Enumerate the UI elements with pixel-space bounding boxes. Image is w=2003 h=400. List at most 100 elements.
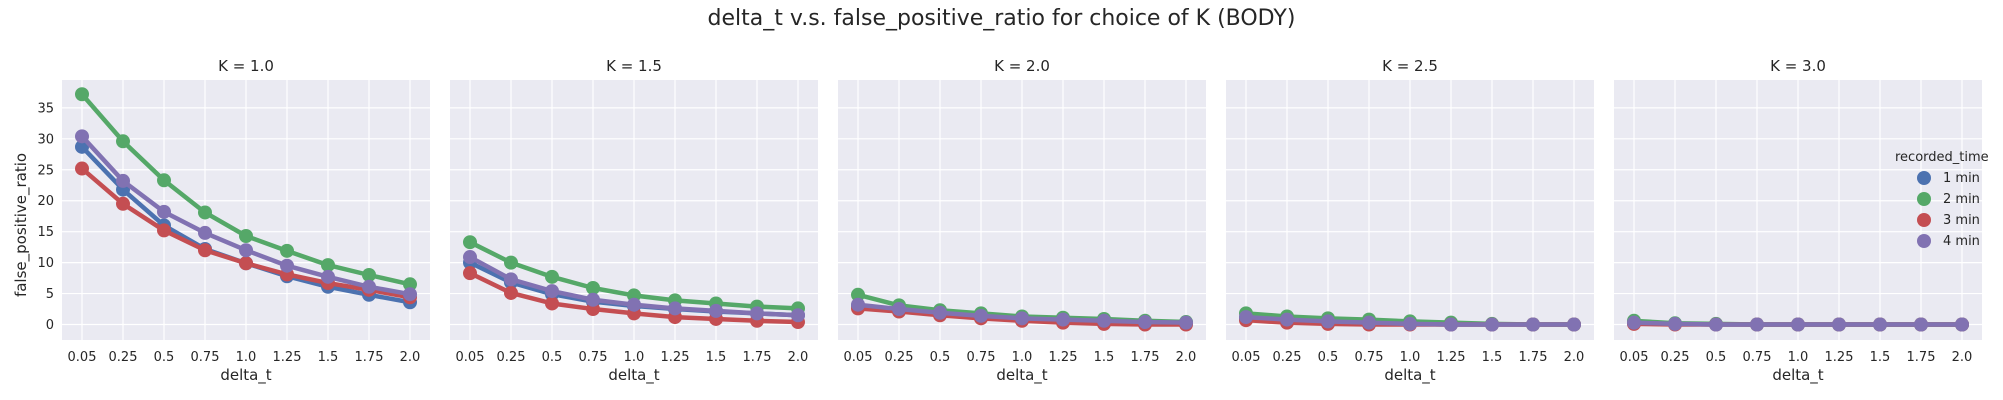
panel-title: K = 1.5 xyxy=(606,57,662,75)
data-point xyxy=(75,161,89,176)
data-point xyxy=(321,269,335,284)
x-axis-label: delta_t xyxy=(608,366,659,385)
data-point xyxy=(157,204,171,219)
data-point xyxy=(75,129,89,144)
y-tick-label: 30 xyxy=(37,132,54,147)
data-point xyxy=(321,258,335,273)
data-point xyxy=(157,223,171,238)
data-point xyxy=(709,303,723,318)
data-point xyxy=(791,308,805,323)
data-point xyxy=(504,272,518,287)
legend-marker xyxy=(1917,213,1931,227)
x-tick-label: 1.25 xyxy=(1825,350,1854,365)
data-point xyxy=(627,297,641,312)
series-4-min xyxy=(851,297,1193,330)
x-tick-label: 1.0 xyxy=(624,350,645,365)
data-point xyxy=(463,235,477,250)
y-tick-label: 15 xyxy=(37,225,54,240)
data-point xyxy=(1914,317,1928,332)
x-tick-label: 1.75 xyxy=(1907,350,1936,365)
data-point xyxy=(239,256,253,271)
data-point xyxy=(239,243,253,258)
x-tick-label: 0.25 xyxy=(885,350,914,365)
legend-marker xyxy=(1917,192,1931,206)
data-point xyxy=(116,134,130,149)
x-tick-label: 1.75 xyxy=(355,350,384,365)
x-tick-label: 0.5 xyxy=(1318,350,1339,365)
x-tick-label: 0.05 xyxy=(844,350,873,365)
data-point xyxy=(1526,317,1540,332)
data-point xyxy=(1138,315,1152,330)
data-point xyxy=(1280,312,1294,327)
data-point xyxy=(1015,311,1029,326)
panel-1: K = 1.0 0 5 10 15 20 25 30 35 0.05 0.25 0.5 0.75 1.0 1… xyxy=(37,57,430,385)
x-tick-label: 0.05 xyxy=(68,350,97,365)
data-point xyxy=(1750,317,1764,332)
legend-title: recorded_time xyxy=(1895,150,1989,165)
panel-title: K = 1.0 xyxy=(218,57,274,75)
chart-title: delta_t v.s. false_positive_ratio for ch… xyxy=(708,6,1296,31)
x-axis-label: delta_t xyxy=(1384,366,1435,385)
data-point xyxy=(586,281,600,295)
x-axis-label: delta_t xyxy=(996,366,1047,385)
x-tick-label: 0.25 xyxy=(497,350,526,365)
data-point xyxy=(1873,317,1887,332)
legend-label: 2 min xyxy=(1943,192,1980,207)
x-tick-label: 1.0 xyxy=(236,350,257,365)
legend-label: 1 min xyxy=(1943,171,1980,186)
data-point xyxy=(545,269,559,284)
x-tick-label: 1.75 xyxy=(1519,350,1548,365)
legend-label: 4 min xyxy=(1943,234,1980,249)
data-point xyxy=(1791,317,1805,332)
x-tick-label: 2.0 xyxy=(1952,350,1973,365)
data-point xyxy=(545,284,559,299)
x-tick-label: 0.5 xyxy=(1706,350,1727,365)
data-point xyxy=(1485,317,1499,332)
data-point xyxy=(851,297,865,312)
x-tick-label: 0.05 xyxy=(1620,350,1649,365)
data-point xyxy=(198,205,212,220)
data-point xyxy=(851,287,865,302)
data-point xyxy=(892,302,906,317)
y-tick-label: 0 xyxy=(46,318,54,333)
data-point xyxy=(1567,317,1581,332)
x-tick-label: 2.0 xyxy=(1564,350,1585,365)
legend-marker xyxy=(1917,171,1931,185)
series-4-min xyxy=(75,129,417,302)
x-tick-label: 0.25 xyxy=(1661,350,1690,365)
data-point xyxy=(1097,313,1111,328)
data-point xyxy=(1444,317,1458,332)
x-tick-label: 0.05 xyxy=(456,350,485,365)
panel-5: K = 3.0 0.05 0.25 0.5 0.75 1.0 1.25 1.5 1.75 2.0 d… xyxy=(1614,57,1982,385)
x-axis-label: delta_t xyxy=(1772,366,1823,385)
data-point xyxy=(545,296,559,311)
data-point xyxy=(933,305,947,320)
x-tick-label: 0.25 xyxy=(1273,350,1302,365)
data-point xyxy=(198,225,212,240)
data-point xyxy=(1955,317,1969,332)
y-tick-label: 25 xyxy=(37,163,54,178)
data-point xyxy=(1668,316,1682,331)
data-point xyxy=(116,196,130,211)
data-point xyxy=(1832,317,1846,332)
panel-4: K = 2.5 0.05 0.25 0.5 0.75 1.0 1.25 1.5 1.75 2.0 d… xyxy=(1226,57,1594,385)
x-tick-label: 0.25 xyxy=(109,350,138,365)
x-tick-label: 1.0 xyxy=(1012,350,1033,365)
data-point xyxy=(1179,315,1193,330)
data-point xyxy=(239,229,253,243)
x-tick-label: 2.0 xyxy=(1176,350,1197,365)
x-tick-label: 1.5 xyxy=(1870,350,1891,365)
y-tick-label: 35 xyxy=(37,101,54,116)
y-tick-label: 10 xyxy=(37,256,54,271)
panel-title: K = 3.0 xyxy=(1770,57,1826,75)
x-tick-label: 0.5 xyxy=(542,350,563,365)
data-point xyxy=(504,255,518,270)
x-tick-label: 1.5 xyxy=(706,350,727,365)
series-2-min xyxy=(75,87,417,292)
data-point xyxy=(1627,315,1641,330)
data-point xyxy=(668,301,682,316)
data-point xyxy=(1239,310,1253,325)
data-point xyxy=(403,277,417,292)
data-point xyxy=(750,306,764,321)
